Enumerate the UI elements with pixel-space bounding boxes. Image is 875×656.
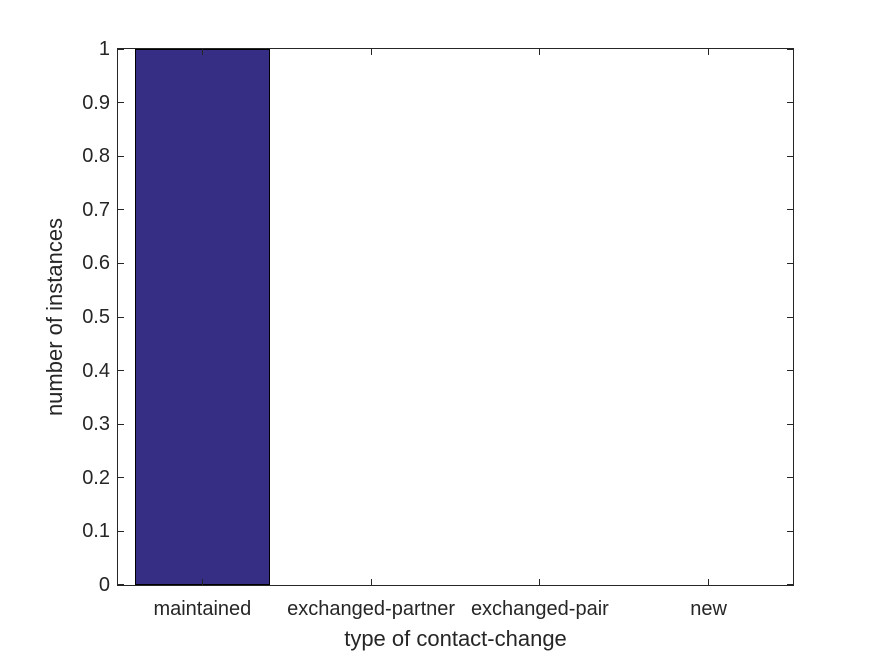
tick-mark (118, 584, 124, 585)
tick-mark (708, 579, 710, 585)
x-tick-label-exchanged-partner: exchanged-partner (287, 598, 456, 620)
y-tick-label: 0.3 (82, 413, 110, 436)
tick-mark (539, 49, 541, 55)
tick-mark (118, 477, 124, 479)
y-tick-label: 0.9 (82, 91, 110, 114)
bar-maintained (134, 49, 270, 585)
tick-mark (787, 423, 793, 425)
y-tick-label: 0.7 (82, 198, 110, 221)
tick-mark (118, 262, 124, 264)
y-tick-label: 0.2 (82, 466, 110, 489)
x-tick-label-exchanged-pair: exchanged-pair (470, 598, 609, 620)
tick-mark (118, 49, 124, 50)
y-tick-label: 1 (98, 38, 110, 60)
y-axis-label: number of instances (42, 217, 67, 417)
tick-mark (539, 579, 541, 585)
tick-mark (787, 584, 793, 585)
tick-mark (708, 49, 710, 55)
tick-mark (118, 316, 124, 318)
plot-area (117, 48, 794, 586)
y-tick-label: 0.8 (82, 145, 110, 168)
tick-mark (118, 423, 124, 425)
tick-mark (370, 579, 372, 585)
tick-mark (787, 155, 793, 157)
tick-mark (201, 579, 203, 585)
tick-mark (201, 49, 203, 55)
bars-layer (118, 49, 793, 585)
y-tick-label: 0.6 (82, 252, 110, 275)
y-tick-label: 0 (98, 574, 110, 596)
tick-mark (787, 262, 793, 264)
tick-mark (118, 370, 124, 372)
tick-mark (787, 316, 793, 318)
x-tick-label-maintained: maintained (153, 598, 252, 620)
tick-mark (118, 155, 124, 157)
tick-mark (787, 370, 793, 372)
tick-mark (787, 477, 793, 479)
tick-mark (787, 209, 793, 211)
y-tick-label: 0.4 (82, 359, 110, 382)
tick-mark (787, 49, 793, 50)
tick-mark (370, 49, 372, 55)
ticks-layer (118, 49, 793, 585)
tick-mark (118, 530, 124, 532)
y-tick-label: 0.1 (82, 520, 110, 543)
tick-mark (787, 102, 793, 104)
tick-mark (118, 102, 124, 104)
tick-mark (787, 530, 793, 532)
x-tick-label-new: new (690, 598, 727, 620)
tick-mark (118, 209, 124, 211)
y-tick-label: 0.5 (82, 306, 110, 328)
x-axis-label: type of contact-change (344, 626, 567, 651)
